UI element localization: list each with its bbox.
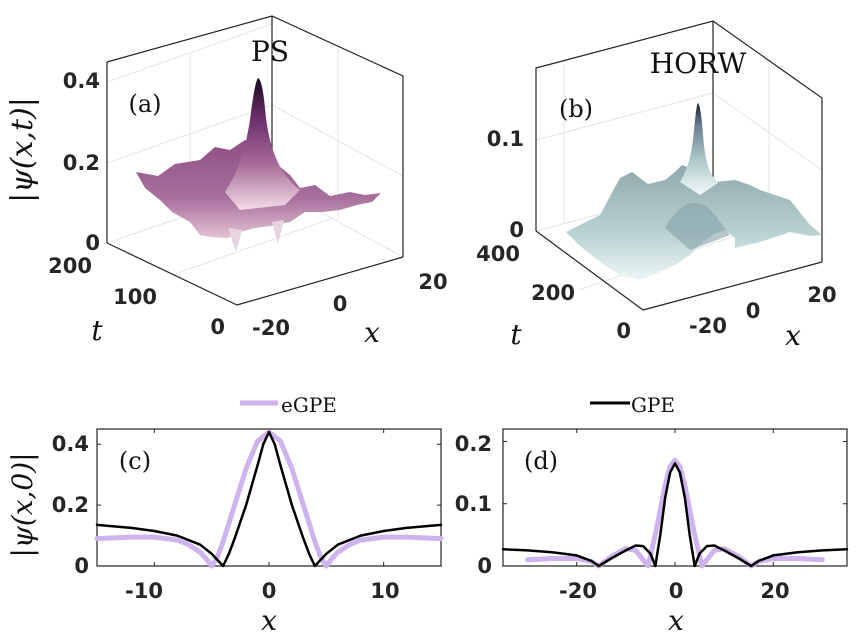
panel-c-x-tick-label: -10 — [125, 579, 163, 603]
legend-item-egpe[interactable]: eGPE — [240, 393, 337, 417]
panel-d-series-gpe — [501, 462, 849, 568]
panel-c-line-plot: -10 0 10 0 0.2 0.4 (c) x |ψ(x,0)| — [6, 428, 444, 636]
panel-a-x-tick-label: 20 — [418, 270, 447, 294]
panel-b-t-tick-label: 0 — [616, 319, 631, 343]
panel-b-title: HORW — [650, 47, 747, 80]
panel-c-y-tick-label: 0.4 — [52, 432, 89, 456]
panel-b-t-tick-label: 400 — [476, 242, 520, 266]
panel-d-y-tick-label: 0.2 — [455, 432, 492, 456]
panel-a-surface-dip-2 — [272, 220, 284, 244]
panel-b-label: (b) — [559, 95, 593, 123]
panel-b-x-tick-label: 0 — [746, 299, 761, 323]
panel-d-label: (d) — [524, 447, 558, 475]
panel-a-surface-dip-1 — [228, 228, 242, 252]
panel-b-z-tick-label: 0 — [509, 218, 524, 242]
legend-item-gpe[interactable]: GPE — [590, 393, 675, 417]
panel-a-t-tick-label: 100 — [113, 285, 157, 309]
panel-b-surface-ridge — [665, 202, 730, 250]
panel-a-label: (a) — [128, 90, 161, 118]
panel-d-y-tick-label: 0 — [477, 554, 492, 578]
panel-b-z-tick-label: 0.1 — [487, 127, 524, 151]
panel-b-x-axis-label: x — [785, 319, 801, 352]
panel-c-y-axis-label: |ψ(x,0)| — [6, 452, 39, 557]
panel-d-x-tick-label: 0 — [669, 579, 684, 603]
panel-a-t-tick-label: 0 — [210, 315, 225, 339]
panel-d-line-plot: -20 0 20 0 0.1 0.2 (d) x — [455, 428, 849, 636]
panel-c-x-tick-label: 0 — [262, 579, 277, 603]
panel-b-surface-peak — [680, 103, 718, 195]
panel-a-z-tick-label: 0.2 — [63, 151, 100, 175]
panel-d-x-tick-label: -20 — [559, 579, 597, 603]
panel-a-t-axis-label: t — [91, 314, 103, 347]
legend-label-gpe: GPE — [631, 393, 675, 417]
panel-d-tick-marks — [503, 429, 847, 567]
panel-d-y-tick-label: 0.1 — [455, 492, 492, 516]
panel-c-x-axis-label: x — [261, 604, 277, 636]
panel-c-y-tick-label: 0.2 — [52, 493, 89, 517]
panel-a-surface-peak — [225, 78, 300, 210]
panel-a-t-tick-label: 200 — [48, 254, 92, 278]
panel-b-x-tick-label: 20 — [807, 283, 836, 307]
panel-a-z-tick-label: 0.4 — [63, 69, 100, 93]
panel-a-x-tick-label: -20 — [252, 316, 290, 340]
panel-b-x-tick-label: -20 — [689, 314, 727, 338]
panel-c-label: (c) — [119, 447, 151, 475]
panel-b-t-axis-label: t — [510, 318, 522, 351]
panel-a-x-tick-label: 0 — [333, 292, 348, 316]
panel-b-t-tick-label: 200 — [531, 281, 575, 305]
panel-b-axes-box — [535, 20, 823, 311]
panel-c-y-tick-label: 0 — [74, 554, 89, 578]
panel-d-x-tick-label: 20 — [760, 579, 789, 603]
panel-d-series-egpe — [525, 457, 825, 569]
panel-d-series — [501, 457, 849, 569]
panel-a-surface-plot: 0.4 0.2 0 200 100 0 -20 0 20 PS (a) |ψ(x… — [5, 15, 448, 349]
panel-c-series-gpe — [95, 430, 443, 568]
panel-a-z-tick-label: 0 — [85, 231, 100, 255]
panel-a-axes-box — [106, 15, 404, 306]
panel-a-title: PS — [251, 35, 289, 68]
panel-b-surface-plot: 0.1 0 400 200 0 -20 0 20 HORW (b) t x — [476, 20, 837, 352]
panel-a-x-axis-label: x — [364, 316, 380, 349]
panel-c-series — [94, 429, 444, 569]
panel-a-z-axis-label: |ψ(x,t)| — [5, 97, 40, 203]
legend-label-egpe: eGPE — [281, 393, 337, 417]
panel-d-x-axis-label: x — [668, 604, 684, 636]
legend: eGPE GPE — [240, 393, 675, 417]
panel-c-x-tick-label: 10 — [370, 579, 399, 603]
